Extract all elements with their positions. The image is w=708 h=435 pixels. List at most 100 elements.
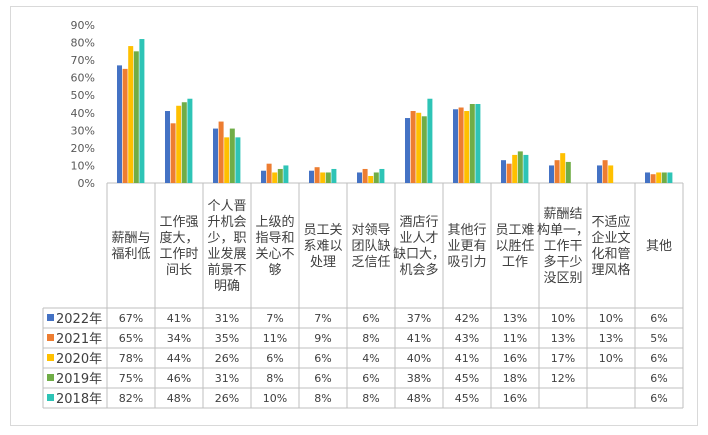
data-table-value: 12% [551, 372, 575, 385]
data-table-value: 13% [599, 332, 623, 345]
bar [501, 160, 506, 183]
bar [128, 46, 134, 183]
bar [139, 39, 145, 183]
bar [645, 172, 650, 183]
data-table-value: 41% [407, 332, 431, 345]
data-table-value: 13% [503, 312, 527, 325]
data-table-value: 38% [407, 372, 431, 385]
bar [608, 165, 614, 183]
bar [458, 107, 464, 183]
data-table-value: 6% [650, 352, 667, 365]
category-label: 上级的指导和关心不够 [255, 214, 294, 278]
bar [597, 165, 602, 183]
bar [464, 111, 470, 183]
data-table-value: 8% [314, 392, 331, 405]
bar [320, 172, 326, 183]
category-label: 个人晋升机会少，职业发展前景不明确 [207, 199, 246, 294]
bar [261, 170, 266, 183]
bar [176, 105, 182, 183]
bar [560, 153, 566, 183]
bar [379, 168, 385, 183]
bar [565, 161, 571, 183]
data-table-value: 82% [119, 392, 143, 405]
legend-swatch [47, 314, 54, 321]
data-table-value: 18% [503, 372, 527, 385]
category-label: 其他行业更有吸引力 [447, 223, 486, 270]
data-table-value: 10% [551, 312, 575, 325]
bar [661, 172, 667, 183]
bar [277, 168, 283, 183]
category-label: 员工难以胜任工作 [495, 223, 534, 270]
data-table-value: 8% [266, 372, 283, 385]
data-table-value: 6% [650, 312, 667, 325]
bar [283, 165, 289, 183]
bar [405, 118, 410, 183]
bar [549, 165, 554, 183]
bar [133, 51, 139, 183]
data-table-value: 11% [503, 332, 527, 345]
data-table-value: 26% [215, 352, 239, 365]
bar [331, 168, 337, 183]
data-table-value: 4% [362, 352, 379, 365]
data-table-value: 5% [650, 332, 667, 345]
bar [272, 172, 278, 183]
data-table-value: 35% [215, 332, 239, 345]
bar [266, 163, 272, 183]
data-table-value: 13% [551, 332, 575, 345]
category-label: 薪酬结构单一，工作干多干少没区别 [537, 207, 589, 286]
data-table-value: 40% [407, 352, 431, 365]
category-label: 酒店行业人才缺口大，机会多 [393, 215, 445, 278]
bar [181, 102, 187, 183]
bar [453, 109, 458, 183]
bar [602, 160, 608, 183]
bar [314, 167, 320, 183]
legend-label: 2018年 [56, 392, 102, 407]
data-table-value: 31% [215, 312, 239, 325]
bar [523, 154, 529, 183]
bar [650, 174, 656, 183]
bar [122, 68, 128, 183]
bar [224, 137, 230, 183]
y-tick-label: 0% [78, 177, 95, 190]
data-table-value: 31% [215, 372, 239, 385]
y-tick-label: 30% [71, 124, 95, 137]
bar [373, 172, 379, 183]
legend-label: 2020年 [56, 352, 102, 367]
y-tick-label: 40% [71, 107, 95, 120]
data-table-value: 6% [266, 352, 283, 365]
category-label: 工作强度大，工作时间长 [159, 215, 198, 278]
data-table-value: 6% [362, 312, 379, 325]
bar [357, 172, 362, 183]
data-table-value: 6% [650, 392, 667, 405]
legend-label: 2019年 [56, 372, 102, 387]
data-table-value: 65% [119, 332, 143, 345]
legend-swatch [47, 334, 54, 341]
legend-swatch [47, 394, 54, 401]
bar [410, 111, 416, 183]
data-table-value: 8% [362, 392, 379, 405]
category-label: 薪酬与福利低 [111, 231, 150, 262]
data-table-value: 37% [407, 312, 431, 325]
bar [165, 111, 170, 183]
bar [475, 104, 481, 183]
bar [667, 172, 673, 183]
data-table-value: 7% [266, 312, 283, 325]
bar [309, 170, 314, 183]
bar [218, 121, 224, 183]
data-table-value: 75% [119, 372, 143, 385]
bar [554, 160, 560, 183]
data-table-value: 67% [119, 312, 143, 325]
data-table-value: 46% [167, 372, 191, 385]
bar [213, 128, 218, 183]
data-table-value: 11% [263, 332, 287, 345]
bar [416, 112, 422, 183]
y-tick-label: 60% [71, 72, 95, 85]
data-table-value: 8% [362, 332, 379, 345]
bar [362, 168, 368, 183]
category-label: 不适应企业文化和管理风格 [591, 214, 630, 278]
data-table-value: 10% [263, 392, 287, 405]
bar [229, 128, 235, 183]
data-table-value: 45% [455, 392, 479, 405]
data-table-value: 48% [407, 392, 431, 405]
